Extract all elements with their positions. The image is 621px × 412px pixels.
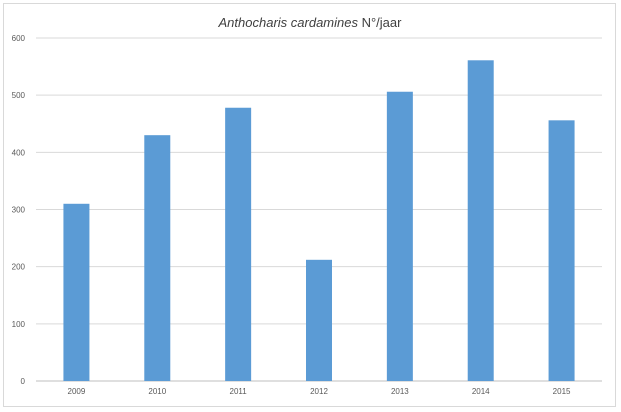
y-tick-label: 100 xyxy=(12,320,26,329)
bars xyxy=(63,60,575,382)
x-tick-label: 2013 xyxy=(391,387,409,396)
bar-2011 xyxy=(225,107,252,381)
x-tick-label: 2009 xyxy=(68,387,86,396)
bar-2013 xyxy=(386,91,413,381)
chart-title: Anthocharis cardamines N°/jaar xyxy=(218,15,403,30)
y-tick-label: 600 xyxy=(12,34,26,43)
bar-2012 xyxy=(306,259,332,381)
chart-title-suffix: N°/jaar xyxy=(358,15,402,30)
x-tick-label: 2014 xyxy=(472,387,490,396)
bar-2009 xyxy=(63,203,90,381)
bar-2015 xyxy=(548,120,575,381)
y-tick-label: 300 xyxy=(12,206,26,215)
y-tick-label: 200 xyxy=(12,263,26,272)
bar-2014 xyxy=(467,60,494,382)
x-tick-label: 2011 xyxy=(230,387,248,396)
x-tick-label: 2015 xyxy=(553,387,571,396)
x-tick-label: 2012 xyxy=(310,387,328,396)
y-tick-label: 500 xyxy=(12,91,26,100)
y-axis-ticks: 0 100 200 300 400 500 600 xyxy=(12,34,26,386)
bar-2010 xyxy=(144,135,171,381)
x-axis-ticks: 2009 2010 2011 2012 2013 2014 2015 xyxy=(68,387,571,396)
gridlines xyxy=(36,37,602,382)
y-tick-label: 0 xyxy=(21,377,26,386)
x-tick-label: 2010 xyxy=(148,387,166,396)
chart-title-species: Anthocharis cardamines xyxy=(218,15,359,30)
y-tick-label: 400 xyxy=(12,148,26,157)
